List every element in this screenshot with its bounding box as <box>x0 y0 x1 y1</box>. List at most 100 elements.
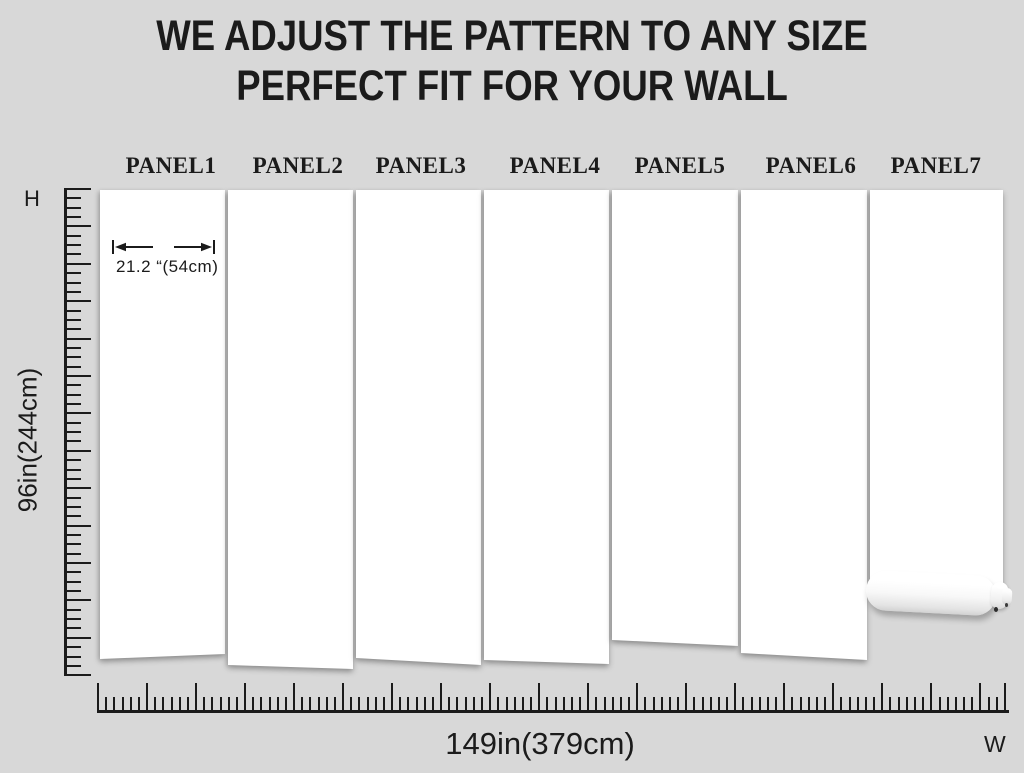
height-ruler-tick <box>67 599 91 602</box>
height-ruler-tick <box>67 524 91 527</box>
width-ruler-tick <box>856 697 859 710</box>
height-ruler-tick <box>67 300 91 303</box>
width-ruler-tick <box>162 697 165 710</box>
panel-1 <box>100 190 225 659</box>
width-ruler-tick <box>440 683 443 710</box>
width-ruler-tick <box>660 697 663 710</box>
height-ruler-tick <box>67 431 81 434</box>
height-ruler-tick <box>67 533 81 536</box>
width-ruler-tick <box>652 697 655 710</box>
width-ruler-tick <box>293 683 296 710</box>
panel-4-sheet <box>484 190 609 664</box>
height-ruler-tick <box>67 197 81 200</box>
height-ruler-tick <box>67 309 81 312</box>
height-ruler-tick <box>67 318 81 321</box>
width-ruler-tick <box>129 697 132 710</box>
width-ruler-tick <box>758 697 761 710</box>
width-ruler-tick <box>244 683 247 710</box>
height-ruler-tick <box>67 627 81 630</box>
width-ruler-tick <box>995 697 998 710</box>
width-ruler-tick <box>521 697 524 710</box>
height-ruler-tick <box>67 412 91 415</box>
width-ruler-tick <box>636 683 639 710</box>
width-ruler-tick <box>301 697 304 710</box>
width-ruler-tick <box>546 697 549 710</box>
height-ruler-tick <box>67 272 81 275</box>
height-ruler-tick <box>67 440 81 443</box>
width-ruler-tick <box>374 697 377 710</box>
height-ruler-tick <box>67 552 81 555</box>
width-ruler-tick <box>938 697 941 710</box>
width-ruler-tick <box>562 697 565 710</box>
height-ruler-tick <box>67 655 81 658</box>
width-ruler-tick <box>268 697 271 710</box>
width-ruler-tick <box>1003 683 1006 710</box>
width-ruler-tick <box>832 683 835 710</box>
width-ruler-tick <box>897 697 900 710</box>
width-ruler-tick <box>431 697 434 710</box>
width-ruler-tick <box>971 697 974 710</box>
panel-6 <box>741 190 867 660</box>
width-ruler-tick <box>309 697 312 710</box>
width-ruler-tick <box>464 697 467 710</box>
height-ruler-tick <box>67 543 81 546</box>
panel-6-sheet <box>741 190 867 660</box>
panel-5 <box>612 190 738 646</box>
panel-width-arrow <box>112 240 215 254</box>
panel-5-sheet <box>612 190 738 646</box>
height-ruler-tick <box>67 608 81 611</box>
width-ruler-tick <box>954 697 957 710</box>
width-ruler-tick <box>472 697 475 710</box>
panel-label-6: PANEL6 <box>765 153 857 178</box>
width-ruler-tick <box>905 697 908 710</box>
width-ruler-tick <box>154 697 157 710</box>
width-ruler-tick <box>121 697 124 710</box>
width-ruler-tick <box>407 697 410 710</box>
width-ruler-tick <box>113 697 116 710</box>
width-ruler-tick <box>914 697 916 710</box>
height-ruler-tick <box>67 225 91 228</box>
width-ruler-tick <box>783 683 786 710</box>
width-ruler-tick <box>979 683 982 710</box>
height-ruler <box>64 188 94 677</box>
width-ruler-tick <box>709 697 712 710</box>
height-ruler-tick <box>67 636 91 639</box>
width-ruler-tick <box>611 697 614 710</box>
width-ruler-tick <box>930 683 933 710</box>
panel-3 <box>356 190 481 665</box>
height-ruler-tick <box>67 421 81 424</box>
height-ruler-tick <box>67 346 81 349</box>
width-ruler-tick <box>791 697 794 710</box>
height-ruler-tick <box>67 393 81 396</box>
height-ruler-tick <box>67 505 81 508</box>
panel-width-dimension: 21.2 “(54cm) <box>116 257 219 276</box>
width-ruler-tick <box>382 697 385 710</box>
wallpaper-roll <box>865 569 997 617</box>
width-ruler-tick <box>742 697 745 710</box>
panel-label-7: PANEL7 <box>890 153 982 178</box>
height-axis-label: H <box>24 186 40 211</box>
width-ruler-tick <box>717 697 720 710</box>
width-ruler-tick <box>570 697 573 710</box>
width-ruler-tick <box>227 697 230 710</box>
width-ruler-tick <box>342 683 345 710</box>
width-ruler-tick <box>97 683 99 710</box>
width-ruler-tick <box>276 697 279 710</box>
height-ruler-tick <box>67 496 81 499</box>
width-ruler-tick <box>619 697 622 710</box>
height-ruler-tick <box>67 244 81 247</box>
panel-label-5: PANEL5 <box>634 153 726 178</box>
height-ruler-tick <box>67 403 81 406</box>
height-ruler-tick <box>67 206 81 209</box>
height-ruler-tick <box>67 664 81 667</box>
width-ruler-tick <box>824 697 827 710</box>
height-ruler-tick <box>67 337 91 340</box>
panel-label-2: PANEL2 <box>252 153 344 178</box>
width-ruler-tick <box>848 697 851 710</box>
height-ruler-tick <box>67 468 81 471</box>
height-ruler-tick <box>67 646 81 649</box>
width-ruler-tick <box>146 683 149 710</box>
height-ruler-tick <box>67 375 91 377</box>
panel-7-sheet <box>870 190 1003 586</box>
width-ruler-tick <box>350 697 353 710</box>
